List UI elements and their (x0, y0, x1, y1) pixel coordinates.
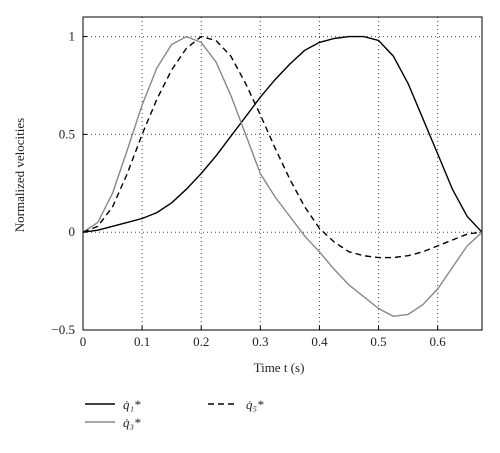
x-tick-label: 0 (80, 334, 87, 349)
legend-label: q̇₃* (123, 415, 141, 430)
y-tick-label: 0.5 (59, 126, 75, 141)
y-axis-label: Normalized velocities (12, 118, 27, 232)
x-tick-label: 0.5 (370, 334, 386, 349)
series-line (82, 35, 483, 318)
y-tick-label: 1 (69, 29, 76, 44)
x-tick-label: 0.2 (193, 334, 209, 349)
plot-frame (82, 16, 483, 331)
x-tick-label: 0.3 (252, 334, 268, 349)
y-tick-label: 0 (69, 224, 76, 239)
legend-label: q̇₁* (123, 397, 141, 412)
x-tick-label: 0.4 (311, 334, 328, 349)
series-line (82, 35, 483, 259)
legend-label: q̇₅* (246, 397, 264, 412)
y-tick-label: −0.5 (51, 322, 75, 337)
series-line (82, 35, 483, 233)
x-tick-label: 0.6 (430, 334, 447, 349)
x-tick-label: 0.1 (134, 334, 150, 349)
x-axis-label: Time t (s) (254, 360, 305, 375)
